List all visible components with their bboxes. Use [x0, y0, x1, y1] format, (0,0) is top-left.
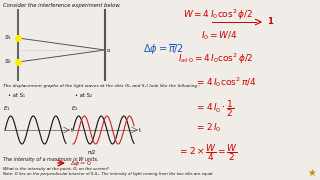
Text: $\Delta\phi = \overline{\pi}/2$: $\Delta\phi = \overline{\pi}/2$: [143, 43, 184, 57]
Text: $= 4\,I_0\cos^2\pi/4$: $= 4\,I_0\cos^2\pi/4$: [195, 75, 257, 89]
Text: The intensity of a maximum is W units.: The intensity of a maximum is W units.: [3, 157, 98, 162]
Text: • at S₁: • at S₁: [8, 93, 25, 98]
Text: $\Delta\phi = 0$: $\Delta\phi = 0$: [70, 159, 92, 168]
Text: 1: 1: [267, 17, 273, 26]
Text: ★: ★: [307, 168, 316, 178]
Text: Consider the interference experiment below.: Consider the interference experiment bel…: [3, 3, 121, 8]
Text: What is the intensity at the point, O, on the screen?: What is the intensity at the point, O, o…: [3, 167, 109, 171]
Text: t: t: [71, 129, 73, 134]
Text: $E_1$: $E_1$: [3, 104, 11, 113]
Text: $I_{at\,0} = 4\,I_0\cos^2\phi/2$: $I_{at\,0} = 4\,I_0\cos^2\phi/2$: [178, 52, 254, 66]
Text: $\pi/2$: $\pi/2$: [87, 148, 97, 156]
Text: $S_1$: $S_1$: [4, 33, 12, 42]
Text: $E_2$: $E_2$: [71, 104, 78, 113]
Text: The displacement graphs of the light waves at the slits (S₁ and S₂) look like th: The displacement graphs of the light wav…: [3, 84, 200, 88]
Text: Note: O lies on the perpendicular bisector of S₁S₂. The intensity of light comin: Note: O lies on the perpendicular bisect…: [3, 172, 214, 176]
Text: $= 2\times\dfrac{W}{4} = \dfrac{W}{2}$: $= 2\times\dfrac{W}{4} = \dfrac{W}{2}$: [178, 142, 238, 163]
Text: o: o: [107, 48, 110, 53]
Text: $S_2$: $S_2$: [4, 58, 12, 66]
Text: • at S₂: • at S₂: [75, 93, 92, 98]
Text: $W = 4\,I_0\cos^2\phi/2$: $W = 4\,I_0\cos^2\phi/2$: [183, 8, 253, 22]
Text: $= 4\,I_0\cdot\dfrac{1}{2}$: $= 4\,I_0\cdot\dfrac{1}{2}$: [195, 98, 234, 119]
Text: $I_0 = W/4$: $I_0 = W/4$: [201, 30, 238, 42]
Text: t: t: [139, 129, 141, 134]
Text: $= 2\,I_0$: $= 2\,I_0$: [195, 122, 221, 134]
